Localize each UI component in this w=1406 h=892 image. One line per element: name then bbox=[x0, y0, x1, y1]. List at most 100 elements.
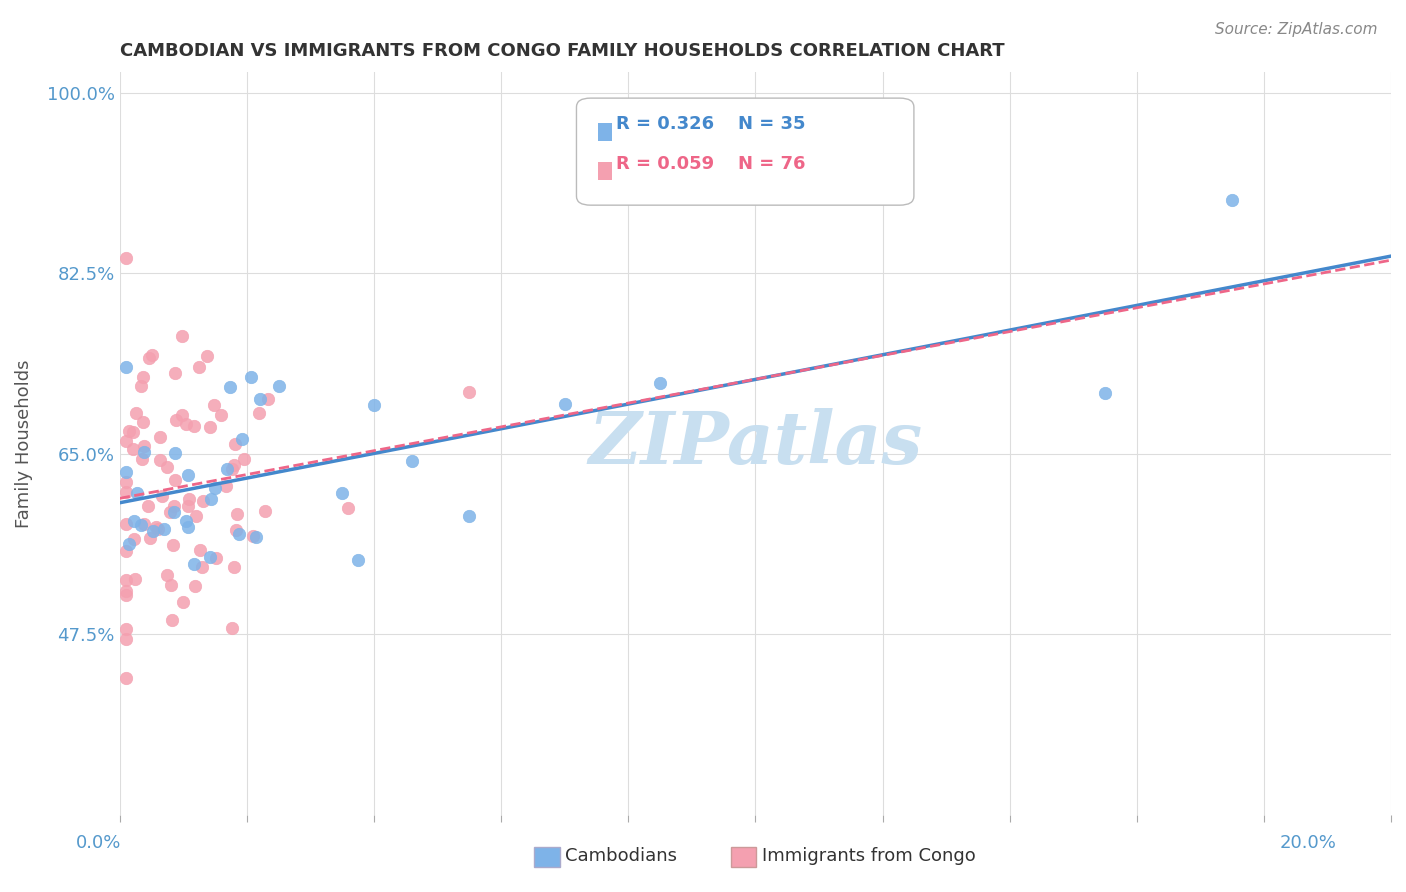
Point bbox=[177, 500, 200, 514]
Point bbox=[215, 479, 238, 493]
Text: Source: ZipAtlas.com: Source: ZipAtlas.com bbox=[1215, 22, 1378, 37]
Point bbox=[122, 533, 145, 547]
Point bbox=[330, 486, 353, 500]
Point bbox=[219, 380, 242, 394]
Point bbox=[160, 577, 183, 591]
Point bbox=[188, 360, 211, 375]
Point bbox=[115, 543, 138, 558]
Point bbox=[142, 524, 165, 538]
Point bbox=[177, 467, 200, 482]
Point bbox=[458, 384, 481, 399]
Point bbox=[1220, 193, 1243, 207]
Point bbox=[363, 398, 385, 412]
Point bbox=[176, 417, 198, 431]
Point bbox=[131, 415, 153, 429]
Point bbox=[249, 392, 271, 406]
Text: Cambodians: Cambodians bbox=[565, 847, 678, 865]
Point bbox=[139, 531, 162, 545]
Point bbox=[269, 379, 291, 393]
Point bbox=[163, 499, 186, 513]
Point bbox=[177, 519, 200, 533]
Point bbox=[183, 419, 205, 434]
Point bbox=[225, 524, 247, 538]
Point bbox=[115, 434, 138, 448]
Point bbox=[172, 595, 194, 609]
Point bbox=[117, 537, 139, 551]
Point bbox=[131, 451, 153, 466]
Point bbox=[153, 522, 176, 536]
Point bbox=[224, 560, 246, 574]
Point bbox=[115, 251, 138, 265]
Point bbox=[198, 549, 221, 564]
Text: 20.0%: 20.0% bbox=[1279, 834, 1336, 852]
Point bbox=[141, 348, 163, 362]
Point bbox=[221, 621, 243, 635]
Point bbox=[124, 572, 146, 586]
Point bbox=[132, 517, 155, 532]
Point bbox=[115, 573, 138, 587]
Point bbox=[222, 458, 245, 473]
Point bbox=[240, 370, 263, 384]
Point bbox=[163, 366, 186, 380]
Point bbox=[159, 505, 181, 519]
Point bbox=[233, 452, 256, 467]
Text: CAMBODIAN VS IMMIGRANTS FROM CONGO FAMILY HOUSEHOLDS CORRELATION CHART: CAMBODIAN VS IMMIGRANTS FROM CONGO FAMIL… bbox=[120, 42, 1004, 60]
Point bbox=[247, 406, 270, 420]
Point bbox=[347, 552, 370, 566]
Point bbox=[226, 507, 249, 521]
Point bbox=[554, 397, 576, 411]
Point bbox=[132, 439, 155, 453]
Point bbox=[129, 518, 152, 533]
Point bbox=[191, 494, 214, 508]
Point bbox=[125, 406, 148, 420]
Point bbox=[172, 408, 194, 422]
Point bbox=[165, 473, 187, 487]
Point bbox=[242, 529, 264, 543]
Point bbox=[127, 485, 149, 500]
Point bbox=[115, 632, 138, 647]
Text: ZIPatlas: ZIPatlas bbox=[588, 408, 922, 479]
Point bbox=[156, 460, 179, 475]
Y-axis label: Family Households: Family Households bbox=[15, 359, 32, 528]
Point bbox=[190, 560, 212, 574]
Point bbox=[145, 520, 167, 534]
Point bbox=[121, 425, 143, 439]
Text: N = 76: N = 76 bbox=[738, 155, 806, 173]
Point bbox=[205, 551, 228, 566]
Point bbox=[124, 515, 146, 529]
Point bbox=[195, 349, 218, 363]
Point bbox=[165, 413, 187, 427]
Point bbox=[115, 671, 138, 685]
Point bbox=[115, 465, 138, 479]
Point bbox=[648, 376, 671, 391]
Point bbox=[115, 622, 138, 636]
Point bbox=[132, 369, 155, 384]
Point bbox=[202, 398, 225, 412]
Point bbox=[204, 481, 226, 495]
Text: Immigrants from Congo: Immigrants from Congo bbox=[762, 847, 976, 865]
Point bbox=[336, 501, 359, 516]
Point bbox=[198, 419, 221, 434]
Point bbox=[115, 359, 138, 374]
Point bbox=[179, 492, 201, 507]
Point bbox=[165, 446, 187, 460]
Point bbox=[215, 462, 238, 476]
Text: R = 0.059: R = 0.059 bbox=[616, 155, 714, 173]
Point bbox=[149, 430, 172, 444]
Point bbox=[132, 445, 155, 459]
Point bbox=[184, 579, 207, 593]
Point bbox=[115, 588, 138, 602]
Point bbox=[115, 584, 138, 599]
Point bbox=[115, 484, 138, 499]
Point bbox=[129, 379, 152, 393]
Point bbox=[209, 409, 232, 423]
Point bbox=[401, 454, 423, 468]
Point bbox=[156, 568, 179, 582]
Point bbox=[174, 514, 197, 528]
Point bbox=[118, 425, 141, 439]
Point bbox=[228, 527, 250, 541]
Point bbox=[257, 392, 280, 406]
Point bbox=[245, 530, 267, 544]
Point bbox=[146, 522, 169, 536]
Point bbox=[170, 329, 193, 343]
